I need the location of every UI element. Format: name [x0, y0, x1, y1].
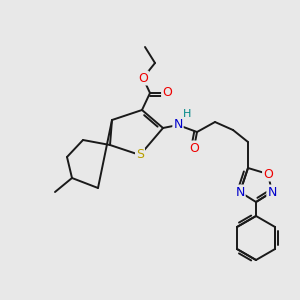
Text: O: O: [162, 86, 172, 100]
Text: O: O: [263, 167, 273, 181]
Text: N: N: [173, 118, 183, 131]
Text: N: N: [267, 185, 277, 199]
Text: H: H: [183, 109, 191, 119]
Text: O: O: [138, 71, 148, 85]
Text: S: S: [136, 148, 144, 161]
Text: N: N: [235, 185, 245, 199]
Text: O: O: [189, 142, 199, 154]
